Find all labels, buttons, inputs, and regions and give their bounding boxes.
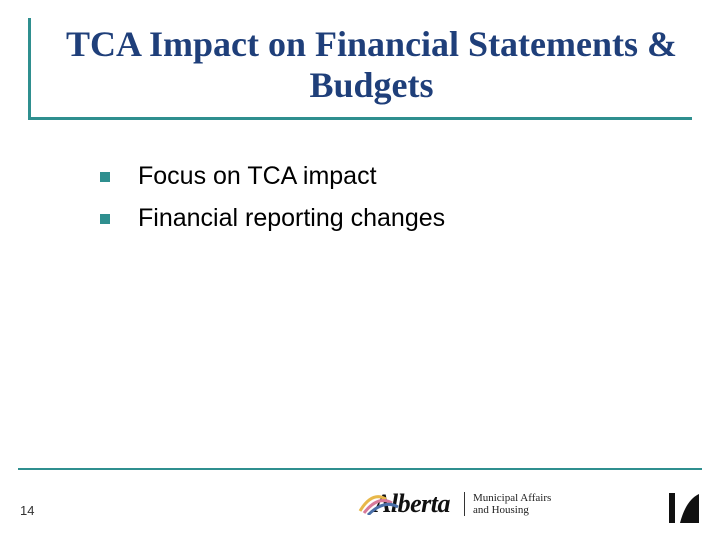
alberta-wordmark: Alberta [374,489,458,519]
alberta-swoosh-icon [358,485,414,515]
department-line-2: and Housing [473,504,551,516]
square-bullet-icon [100,214,110,224]
alberta-logo: Alberta Municipal Affairs and Housing [374,482,674,526]
title-region: TCA Impact on Financial Statements & Bud… [28,18,692,120]
title-border: TCA Impact on Financial Statements & Bud… [28,18,692,120]
slide: TCA Impact on Financial Statements & Bud… [0,0,720,540]
bullet-list: Focus on TCA impact Financial reporting … [100,160,640,244]
slide-title: TCA Impact on Financial Statements & Bud… [51,24,692,107]
square-bullet-icon [100,172,110,182]
department-label: Municipal Affairs and Housing [464,492,551,516]
list-item: Focus on TCA impact [100,160,640,194]
corner-logo-icon [666,490,702,526]
bullet-text: Focus on TCA impact [138,160,377,194]
footer-divider [18,468,702,470]
list-item: Financial reporting changes [100,202,640,236]
footer: 14 Alberta Municipal Affairs and Housing [18,468,702,526]
page-number: 14 [20,503,34,518]
department-line-1: Municipal Affairs [473,492,551,504]
bullet-text: Financial reporting changes [138,202,445,236]
